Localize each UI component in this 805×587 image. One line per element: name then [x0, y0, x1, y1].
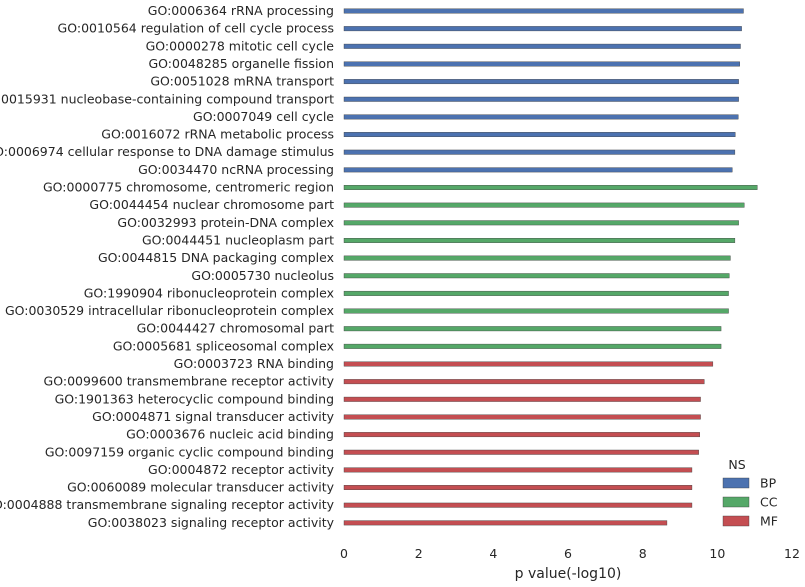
category-label: GO:0051028 mRNA transport: [150, 74, 334, 89]
category-label: GO:0060089 molecular transducer activity: [67, 480, 335, 495]
bar: [343, 114, 739, 120]
category-label: GO:0006364 rRNA processing: [148, 3, 334, 18]
bar: [343, 396, 701, 402]
category-label: GO:0044451 nucleoplasm part: [142, 232, 334, 247]
category-label: GO:0034470 ncRNA processing: [138, 162, 334, 177]
bar: [343, 273, 730, 279]
category-label: GO:0000775 chromosome, centromeric regio…: [43, 180, 334, 195]
category-label: GO:0044427 chromosomal part: [137, 321, 334, 336]
bar: [343, 149, 736, 155]
category-label: GO:0004888 transmembrane signaling recep…: [0, 497, 335, 512]
bar: [343, 237, 736, 243]
x-axis-ticks: 0 2 4 6 8 10 12: [340, 546, 800, 561]
bar: [343, 220, 739, 226]
bar: [343, 185, 758, 190]
category-label: GO:0044815 DNA packaging complex: [98, 250, 334, 265]
category-label: GO:0000278 mitotic cell cycle: [146, 38, 335, 53]
category-label: GO:0032993 protein-DNA complex: [117, 215, 334, 230]
bar: [343, 361, 714, 367]
bar: [343, 96, 739, 102]
bar: [343, 8, 744, 14]
x-tick-label: 6: [564, 546, 572, 561]
category-label: GO:0030529 intracellular ribonucleoprote…: [5, 303, 334, 318]
category-label: GO:1990904 ribonucleoprotein complex: [84, 285, 334, 300]
bar: [343, 308, 729, 314]
bar: [343, 379, 705, 385]
legend-label: MF: [760, 514, 778, 529]
category-label: GO:0005681 spliceosomal complex: [113, 338, 334, 353]
category-label: GO:0015931 nucleobase-containing compoun…: [0, 91, 334, 106]
x-tick-label: 4: [489, 546, 497, 561]
bar: [343, 255, 731, 261]
bar: [343, 343, 722, 349]
legend-items: BP CC MF: [722, 476, 778, 529]
legend: NS BP CC MF: [722, 457, 778, 529]
legend-title: NS: [728, 457, 745, 472]
bar: [343, 132, 736, 138]
bar: [343, 485, 693, 490]
bar: [343, 202, 745, 208]
bar: [343, 43, 741, 49]
category-label: GO:0038023 signaling receptor activity: [88, 515, 335, 530]
category-label: GO:0003723 RNA binding: [174, 356, 334, 371]
category-label: GO:0048285 organelle fission: [149, 56, 335, 71]
x-tick-label: 0: [340, 546, 348, 561]
x-axis-label: p value(-log10): [515, 566, 622, 582]
legend-swatch: [722, 515, 750, 527]
bar: [343, 167, 733, 173]
category-label: GO:0005730 nucleolus: [191, 268, 334, 283]
category-label: GO:0097159 organic cyclic compound bindi…: [45, 444, 334, 459]
category-label: GO:0003676 nucleic acid binding: [126, 427, 334, 442]
bar: [343, 26, 742, 32]
x-tick-label: 8: [639, 546, 647, 561]
bar: [343, 467, 693, 473]
x-tick-label: 2: [415, 546, 423, 561]
legend-swatch: [722, 477, 750, 489]
x-tick-label: 12: [784, 546, 800, 561]
category-label: GO:0006974 cellular response to DNA dama…: [0, 144, 334, 159]
category-labels: GO:0006364 rRNA processing GO:0010564 reg…: [0, 3, 335, 530]
bar: [343, 326, 722, 332]
bars-layer: [343, 8, 758, 526]
category-label: GO:0016072 rRNA metabolic process: [101, 127, 334, 142]
bar: [343, 290, 729, 296]
legend-label: CC: [760, 495, 778, 510]
bar: [343, 449, 699, 455]
category-label: GO:0004872 receptor activity: [148, 462, 335, 477]
legend-swatch: [722, 496, 750, 508]
bar: [343, 414, 701, 420]
bar: [343, 61, 740, 67]
bar: [343, 502, 693, 508]
bar: [343, 432, 700, 438]
x-tick-label: 10: [709, 546, 725, 561]
bar: [343, 520, 668, 526]
legend-label: BP: [760, 476, 777, 491]
category-label: GO:1901363 heterocyclic compound binding: [55, 391, 334, 406]
category-label: GO:0007049 cell cycle: [193, 109, 334, 124]
category-label: GO:0010564 regulation of cell cycle proc…: [58, 21, 334, 36]
bar: [343, 79, 739, 85]
category-label: GO:0099600 transmembrane receptor activi…: [44, 374, 335, 389]
category-label: GO:0004871 signal transducer activity: [92, 409, 334, 424]
category-label: GO:0044454 nuclear chromosome part: [89, 197, 334, 212]
